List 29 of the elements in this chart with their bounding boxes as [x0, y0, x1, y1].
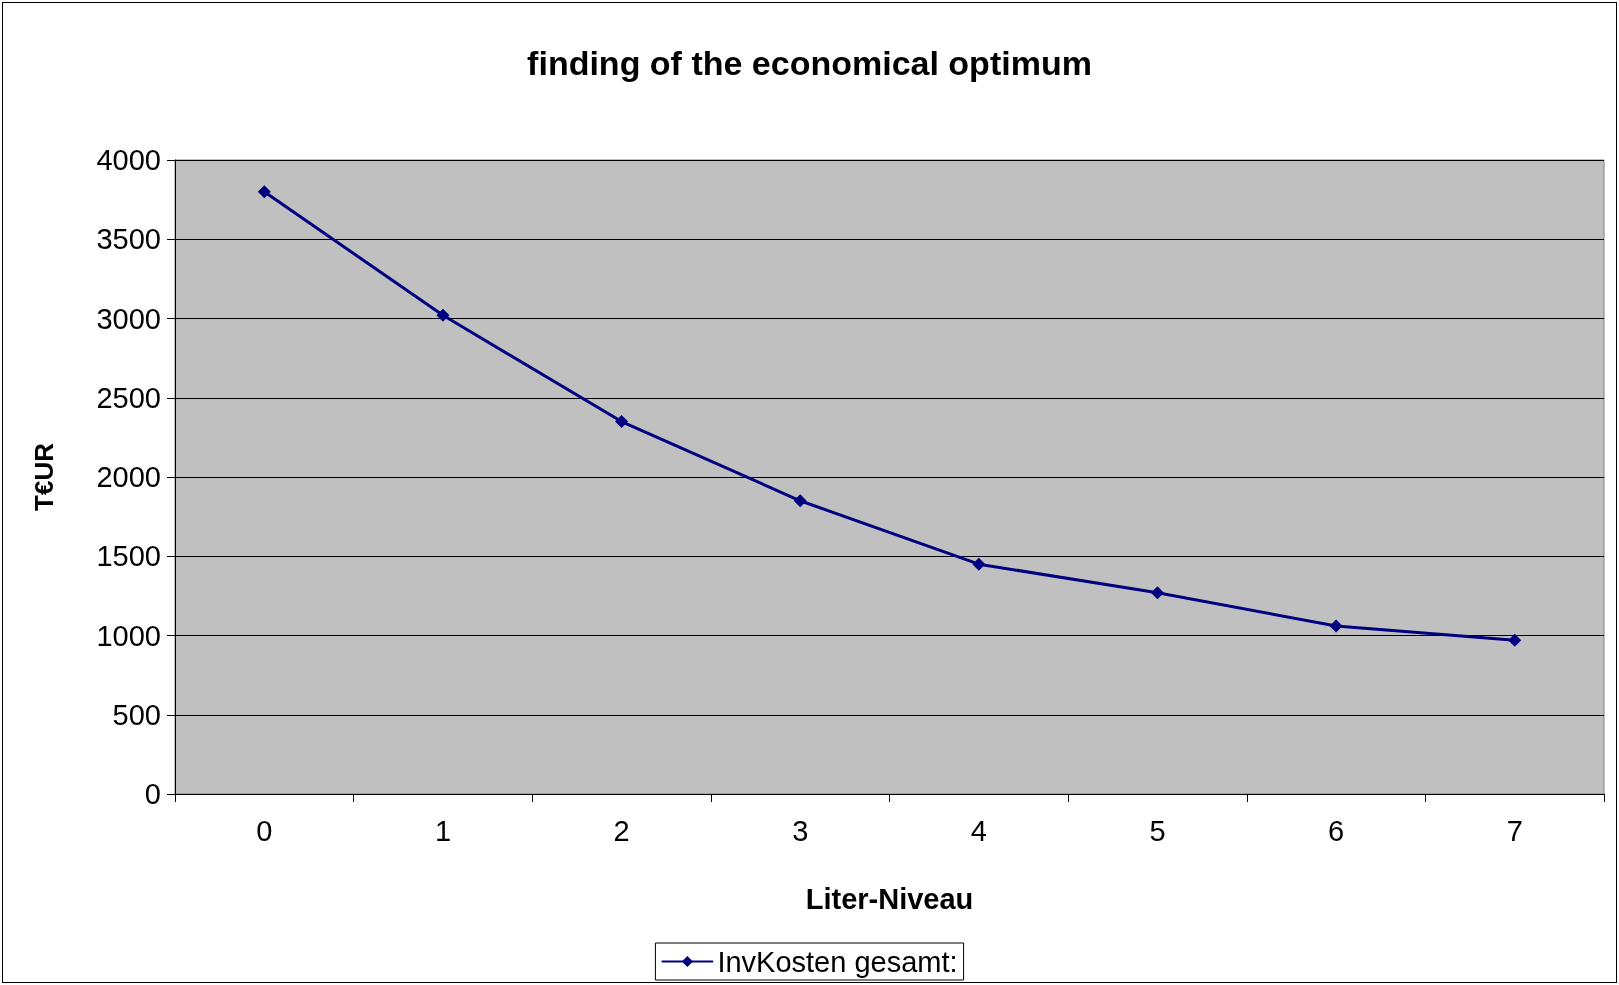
y-axis-title: T€UR — [29, 442, 59, 511]
y-tick-label: 3000 — [96, 302, 161, 335]
x-axis-title: Liter-Niveau — [805, 882, 974, 915]
x-tick-label: 3 — [792, 814, 809, 847]
chart-title: finding of the economical optimum — [527, 44, 1092, 82]
x-tick-label: 1 — [434, 814, 452, 847]
x-tick-label: 6 — [1327, 814, 1345, 847]
point — [793, 494, 807, 508]
y-tick-label: 1500 — [96, 540, 161, 573]
y-tick-label: 2500 — [96, 381, 161, 414]
legend-label: InvKosten gesamt: — [717, 945, 958, 978]
point — [615, 415, 629, 429]
y-tick-label: 0 — [144, 778, 161, 810]
x-tick-label: 2 — [613, 814, 630, 847]
x-tick-label: 5 — [1149, 814, 1166, 847]
point — [436, 308, 450, 322]
point — [1329, 619, 1343, 633]
point — [1150, 586, 1164, 600]
x-tick-label: 7 — [1506, 814, 1523, 847]
x-tick-label: 0 — [256, 814, 273, 847]
point — [1508, 633, 1522, 647]
x-tick-label: 4 — [970, 814, 987, 847]
y-tick-label: 1000 — [96, 619, 161, 652]
point — [257, 185, 271, 199]
y-tick-label: 500 — [112, 698, 161, 731]
point — [972, 557, 986, 571]
y-tick-label: 3500 — [96, 223, 161, 256]
y-tick-label: 2000 — [96, 461, 161, 493]
y-tick-label: 4000 — [96, 144, 161, 176]
